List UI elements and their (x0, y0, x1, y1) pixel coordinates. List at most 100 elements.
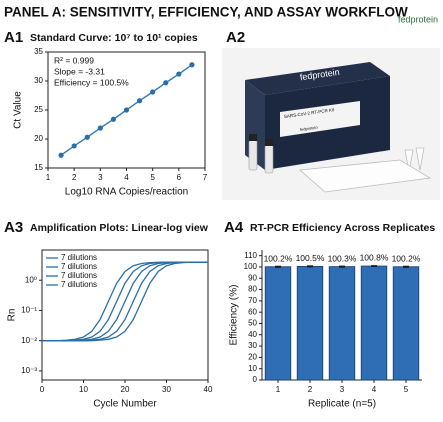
y-axis-label: Efficiency (%) (229, 285, 240, 346)
y-tick-label: 40 (248, 330, 257, 339)
point (150, 89, 156, 95)
kit-lid (245, 62, 390, 95)
value-label: 100.2% (264, 253, 293, 263)
bar (328, 266, 356, 381)
legend-label: 7 dilutions (61, 262, 97, 271)
bar (392, 266, 420, 381)
panel-label: A3 (4, 219, 23, 236)
value-label: 100.2% (392, 253, 421, 263)
bar (264, 266, 292, 381)
panel-label: A4 (224, 219, 244, 236)
chart-title: Amplification Plots: Linear-log view (30, 222, 209, 234)
y-tick-label: 110 (244, 251, 257, 260)
point (176, 71, 182, 77)
tube (404, 149, 414, 173)
legend-label: 7 dilutions (61, 271, 97, 280)
point (84, 134, 90, 140)
y-tick-label: 10⁻¹ (21, 306, 37, 315)
point (163, 80, 169, 86)
x-tick-label: 20 (121, 385, 130, 394)
x-axis-label: Replicate (n=5) (308, 399, 376, 410)
point (136, 98, 143, 104)
x-tick-label: 3 (98, 173, 103, 182)
x-tick-label: 4 (124, 173, 129, 182)
error-bar (403, 265, 409, 268)
x-axis-label: Log10 RNA Copies/reaction (65, 187, 188, 198)
y-tick-label: 35 (34, 47, 43, 56)
error-bar (275, 265, 281, 268)
x-tick-label: 2 (308, 385, 313, 394)
x-tick-label: 2 (72, 173, 77, 182)
chart-title: Standard Curve: 10⁷ to 10¹ copies (30, 32, 198, 44)
y-tick-label: 10 (248, 364, 257, 373)
x-tick-label: 4 (372, 385, 377, 394)
x-tick-label: 10 (79, 385, 88, 394)
y-tick-label: 20 (248, 353, 257, 362)
x-tick-label: 30 (162, 385, 171, 394)
figure-title: PANEL A: SENSITIVITY, EFFICIENCY, AND AS… (4, 5, 408, 20)
y-axis-label: Rn (7, 309, 18, 322)
annotation: Efficiency = 100.5% (54, 77, 129, 87)
vial-cap (249, 134, 257, 141)
y-tick-label: 50 (248, 319, 257, 328)
bar (360, 265, 388, 381)
y-tick-label: 25 (34, 105, 43, 114)
x-tick-label: 0 (40, 385, 45, 394)
value-label: 100.5% (296, 253, 325, 263)
tube (415, 147, 425, 171)
pcr-plate (299, 159, 432, 193)
value-label: 100.8% (360, 253, 389, 263)
y-tick-label: 100 (244, 262, 258, 271)
kit-small-brand: fedprotein (300, 125, 318, 132)
x-tick-label: 3 (340, 385, 345, 394)
point (58, 152, 64, 158)
product-image: A2 fedprotein SARS-CoV-2 RT-PCR Kit fedp… (222, 29, 440, 200)
bar (296, 265, 324, 381)
annotation: R² = 0.999 (54, 55, 94, 65)
x-tick-label: 7 (203, 173, 208, 182)
point (110, 116, 117, 122)
x-tick-label: 6 (177, 173, 182, 182)
y-axis-label: Ct Value (13, 91, 24, 129)
logo: fedprotein (398, 14, 438, 24)
x-axis-label: Cycle Number (93, 399, 157, 410)
panel-label: A1 (4, 29, 23, 46)
y-tick-label: 10⁻³ (21, 366, 37, 375)
vial (248, 139, 258, 171)
y-tick-label: 10⁰ (25, 275, 37, 284)
chart-title: RT-PCR Efficiency Across Replicates (250, 222, 435, 234)
panel-label: A2 (226, 29, 245, 46)
x-tick-label: 40 (204, 385, 213, 394)
legend-label: 7 dilutions (61, 280, 97, 289)
y-tick-label: 30 (34, 76, 43, 85)
y-tick-label: 60 (248, 307, 257, 316)
y-tick-label: 15 (34, 163, 43, 172)
error-bar (371, 265, 377, 268)
x-tick-label: 1 (276, 385, 281, 394)
y-tick-label: 10⁻² (21, 336, 37, 345)
point (71, 143, 77, 149)
annotation: Slope = -3.31 (54, 66, 105, 76)
point (123, 107, 130, 113)
point (189, 62, 195, 68)
x-tick-label: 5 (404, 385, 409, 394)
kit-label (280, 101, 360, 137)
x-tick-label: 1 (46, 173, 51, 182)
point (97, 125, 103, 131)
y-tick-label: 80 (248, 285, 257, 294)
vial-cap (265, 139, 273, 146)
legend-label: 7 dilutions (61, 253, 97, 262)
y-tick-label: 90 (248, 273, 257, 282)
error-bar (307, 265, 313, 268)
vial (264, 144, 274, 174)
error-bar (339, 265, 345, 268)
y-tick-label: 30 (248, 341, 257, 350)
y-tick-label: 20 (34, 134, 43, 143)
value-label: 100.3% (328, 253, 357, 263)
y-tick-label: 70 (248, 296, 257, 305)
y-tick-label: 0 (253, 375, 258, 384)
amplification-curve (42, 261, 208, 342)
x-tick-label: 5 (150, 173, 155, 182)
